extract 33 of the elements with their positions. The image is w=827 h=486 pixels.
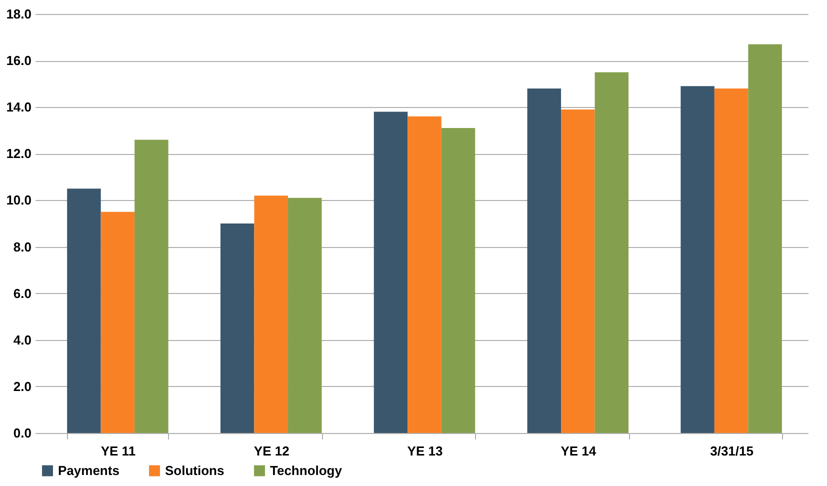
y-tick-label: 2.0	[13, 378, 32, 394]
y-tick-label: 10.0	[6, 192, 32, 208]
x-tick-label: YE 12	[254, 444, 290, 458]
bar	[254, 196, 288, 433]
y-tick-label: 12.0	[6, 146, 32, 162]
y-tick-label: 14.0	[6, 100, 32, 115]
bar	[594, 72, 629, 433]
y-tick-label: 16.0	[6, 53, 32, 68]
legend-label: Payments	[58, 462, 120, 478]
bar	[67, 188, 101, 433]
bar	[748, 44, 782, 433]
bar	[220, 224, 254, 433]
bar	[100, 212, 135, 433]
x-tick-label: YE 13	[407, 444, 443, 458]
bar	[714, 88, 748, 433]
bar	[374, 112, 408, 433]
bar	[527, 88, 562, 433]
legend-label: Technology	[270, 462, 343, 478]
x-tick-label: YE 14	[560, 444, 597, 458]
y-tick-label: 18.0	[6, 6, 32, 22]
x-tick-label: 3/31/15	[710, 444, 754, 458]
y-tick-label: 0.0	[13, 426, 32, 440]
y-tick-label: 4.0	[13, 332, 32, 348]
x-tick-label: YE 11	[100, 444, 136, 458]
bar	[408, 116, 442, 433]
bar	[134, 140, 168, 433]
y-tick-label: 6.0	[13, 286, 32, 301]
bar	[441, 128, 476, 433]
bar	[288, 198, 322, 433]
bar	[680, 86, 714, 433]
bar	[561, 109, 595, 433]
legend-label: Solutions	[165, 462, 224, 478]
y-tick-label: 8.0	[13, 239, 32, 254]
